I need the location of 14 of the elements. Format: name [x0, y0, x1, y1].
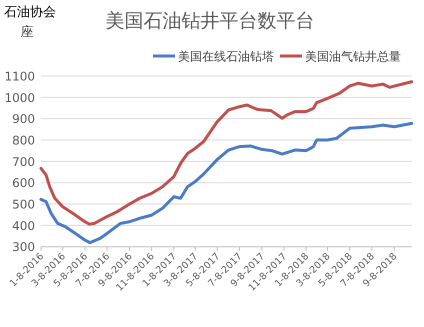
y-tick-label: 500	[12, 198, 35, 212]
y-tick-label: 900	[12, 112, 35, 126]
legend-label: 美国在线石油钻塔	[178, 50, 274, 64]
y-tick-label: 700	[12, 154, 35, 169]
y-tick-label: 1000	[4, 90, 35, 105]
y-tick-label: 300	[12, 240, 35, 254]
legend-label: 美国油气钻井总量	[305, 50, 401, 64]
y-tick-label: 400	[12, 218, 35, 233]
chart-title: 美国石油钻井平台数平台	[106, 10, 314, 32]
y-tick-label: 1100	[4, 70, 35, 84]
y-axis-title: 座	[20, 24, 34, 40]
text: 石油协会	[4, 5, 56, 20]
y-tick-label: 800	[12, 134, 35, 148]
y-tick-label: 600	[12, 176, 35, 190]
